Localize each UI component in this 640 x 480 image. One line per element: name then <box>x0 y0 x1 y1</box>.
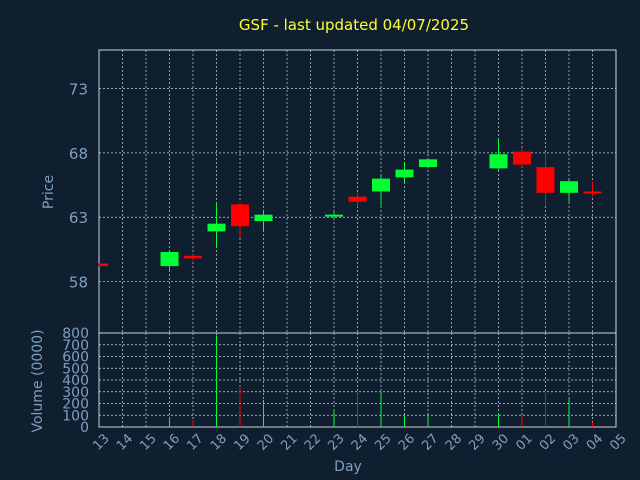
candle-body <box>489 154 508 169</box>
volume-tick-label: 0 <box>80 420 89 436</box>
price-tick-label: 68 <box>69 145 88 163</box>
candle-body <box>372 178 390 192</box>
candle-body <box>348 196 367 202</box>
volume-tick-label: 700 <box>62 338 89 354</box>
candle-body <box>513 151 531 165</box>
volume-tick-label: 100 <box>62 408 89 424</box>
candle-body <box>583 191 602 194</box>
candle-body <box>325 214 343 217</box>
price-axis: 58 63 68 73 <box>69 81 88 292</box>
volume-tick-label: 400 <box>62 373 89 389</box>
candle-body <box>207 223 226 232</box>
price-axis-label: Price <box>41 175 57 209</box>
candle-body <box>536 167 555 193</box>
candle-body <box>254 214 273 222</box>
volume-tick-label: 300 <box>62 385 89 401</box>
candle-body <box>395 169 414 178</box>
candle-body <box>231 204 249 227</box>
volume-tick-label: 600 <box>62 350 89 366</box>
price-tick-label: 73 <box>69 81 88 99</box>
price-tick-label: 63 <box>69 209 88 227</box>
candle-body <box>184 255 202 259</box>
day-axis-label: Day <box>334 459 362 475</box>
volume-tick-label: 800 <box>62 326 89 342</box>
candlesticks <box>98 138 602 270</box>
chart-title: GSF - last updated 04/07/2025 <box>239 16 469 34</box>
candle-body <box>99 263 108 267</box>
price-tick-label: 58 <box>69 274 88 292</box>
volume-tick-label: 500 <box>62 361 89 377</box>
volume-axis-label: Volume (0000) <box>30 329 46 432</box>
candle-body <box>560 181 578 193</box>
candle-body <box>160 251 179 267</box>
candle-body <box>419 159 437 168</box>
volume-bars <box>169 335 593 427</box>
day-axis: 13 14 15 16 17 18 19 20 21 22 23 24 25 26 27 28 29 30 01 02… <box>90 431 629 453</box>
volume-tick-label: 200 <box>62 397 89 413</box>
